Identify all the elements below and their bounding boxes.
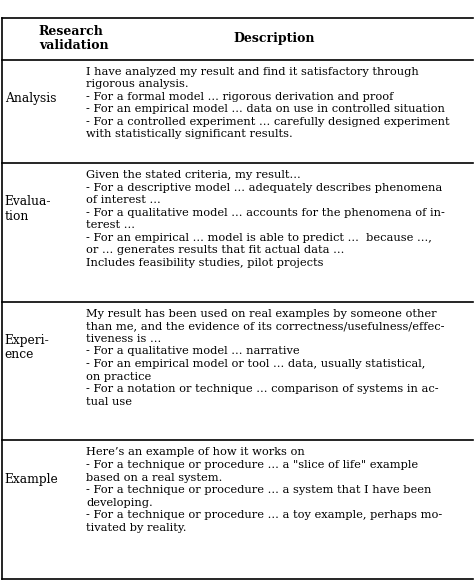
Text: Description: Description <box>233 32 315 45</box>
Text: I have analyzed my result and find it satisfactory through
rigorous analysis.
- : I have analyzed my result and find it sa… <box>86 67 450 139</box>
Text: Experi-
ence: Experi- ence <box>5 334 49 362</box>
Text: Example: Example <box>5 473 58 486</box>
Text: Research
validation: Research validation <box>39 25 109 52</box>
Text: Evalua-
tion: Evalua- tion <box>5 195 51 223</box>
Text: Analysis: Analysis <box>5 92 56 105</box>
Text: Here’s an example of how it works on
- For a technique or procedure ... a "slice: Here’s an example of how it works on - F… <box>86 448 442 533</box>
Text: Given the stated criteria, my result...
- For a descriptive model ... adequately: Given the stated criteria, my result... … <box>86 170 445 268</box>
Text: My result has been used on real examples by someone other
than me, and the evide: My result has been used on real examples… <box>86 309 445 407</box>
